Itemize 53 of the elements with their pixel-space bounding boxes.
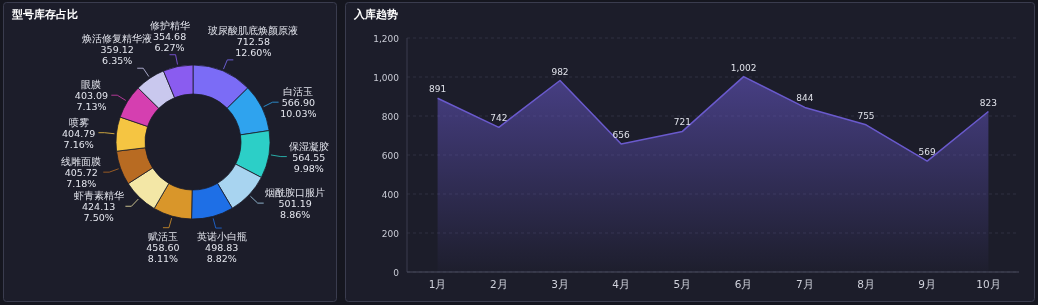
slice-label: 虾青素精华: [73, 190, 124, 202]
text: 823: [979, 97, 997, 108]
y-tick-label: 0: [393, 267, 400, 278]
text: 844: [796, 93, 814, 104]
data-label: 712.58 12.60%: [235, 35, 272, 58]
x-tick-label: 5月: [673, 278, 692, 290]
x-tick-label: 2月: [489, 278, 508, 290]
data-label: 354.68 6.27%: [152, 30, 187, 53]
slice-label: 英诺小白瓶: [196, 231, 247, 243]
y-tick-label: 1,000: [373, 72, 400, 83]
data-label: 359.12 6.35%: [100, 44, 134, 67]
x-tick-label: 9月: [918, 278, 937, 290]
slice-label: 线雕面膜: [61, 156, 102, 168]
text: 721: [673, 117, 691, 128]
slice-label: 烟酰胺口服片: [265, 187, 326, 199]
slice-label: 保湿凝胶: [288, 140, 329, 152]
text: 1,002: [730, 62, 757, 73]
data-label: 424.13 7.50%: [82, 201, 116, 224]
x-tick-label: 3月: [551, 278, 569, 290]
slice-label: 白活玉: [283, 86, 314, 98]
x-tick-label: 8月: [857, 278, 875, 290]
text: 982: [551, 66, 569, 77]
text: 569: [918, 147, 936, 158]
slice-label: 修护精华: [149, 19, 190, 31]
slice-label: 赋活玉: [147, 230, 178, 242]
x-tick-label: 1月: [428, 278, 447, 290]
data-label: 403.09 7.13%: [74, 90, 109, 113]
slice-label: 玻尿酸肌底焕颜原液: [208, 24, 299, 36]
data-label: 405.72 7.18%: [64, 167, 98, 190]
slice-label: 喷雾: [68, 116, 89, 128]
text: 891: [429, 84, 447, 95]
x-tick-label: 4月: [612, 278, 631, 290]
x-tick-label: 10月: [976, 278, 1001, 290]
text: 742: [490, 113, 508, 124]
y-tick-label: 400: [381, 189, 400, 200]
x-tick-label: 6月: [734, 278, 753, 290]
chart-title: 入库趋势: [353, 8, 398, 21]
slice-label: 眼膜: [81, 79, 102, 91]
data-label: 564.55 9.98%: [292, 151, 326, 174]
y-tick-label: 800: [381, 111, 400, 122]
data-label: 566.90 10.03%: [280, 97, 317, 120]
data-label: 501.19 8.86%: [278, 198, 312, 221]
y-tick-label: 1,200: [373, 33, 400, 44]
x-tick-label: 7月: [795, 278, 814, 290]
y-tick-label: 600: [381, 150, 400, 161]
text: 755: [857, 110, 875, 121]
data-label: 498.83 8.82%: [205, 242, 239, 265]
chart-title: 型号库存占比: [11, 8, 78, 21]
data-label: 404.79 7.16%: [62, 127, 96, 150]
data-label: 458.60 8.11%: [146, 241, 180, 264]
y-tick-label: 200: [381, 228, 400, 239]
text: 656: [612, 130, 630, 141]
slice-label: 焕活修复精华液: [82, 33, 153, 45]
